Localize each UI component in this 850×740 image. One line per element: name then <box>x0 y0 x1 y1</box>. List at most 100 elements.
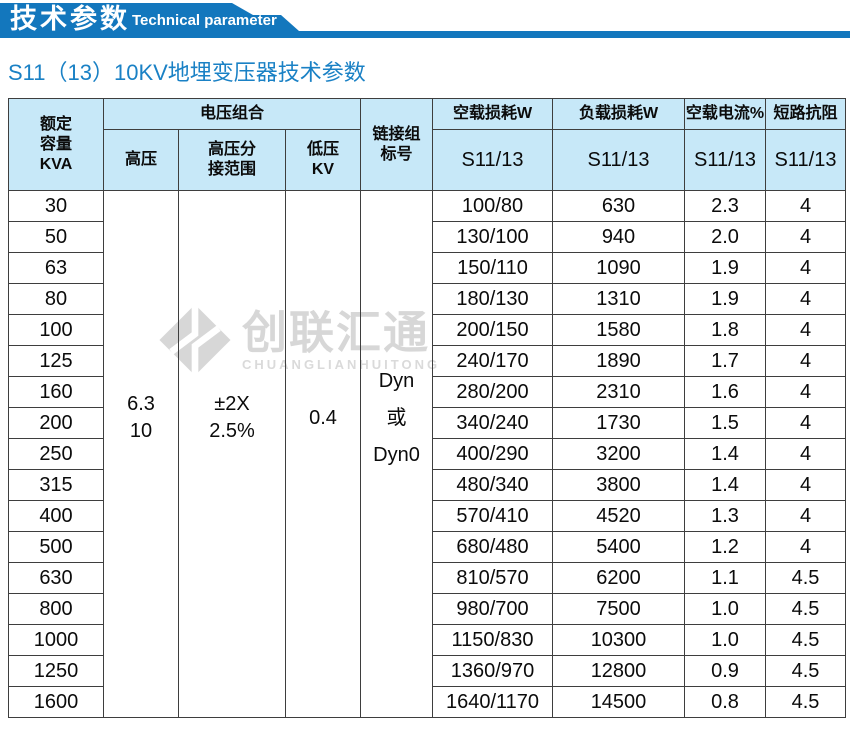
cell-load-loss: 1730 <box>552 407 685 439</box>
header-connection-group: 链接组 标号 <box>360 98 433 191</box>
cell-capacity: 800 <box>8 593 104 625</box>
cell-impedance: 4 <box>765 190 846 222</box>
header-series-no-load-loss: S11/13 <box>432 129 553 191</box>
cell-capacity: 630 <box>8 562 104 594</box>
cell-capacity: 63 <box>8 252 104 284</box>
cell-impedance: 4.5 <box>765 562 846 594</box>
header-series-load-loss: S11/13 <box>552 129 685 191</box>
page-title: S11（13）10KV地埋变压器技术参数 <box>8 60 366 85</box>
table-row: 1600 1640/1170 14500 0.8 4.5 <box>8 686 846 718</box>
cell-capacity: 1250 <box>8 655 104 687</box>
cell-impedance: 4 <box>765 438 846 470</box>
cell-no-load-loss: 1150/830 <box>432 624 553 656</box>
cell-capacity: 500 <box>8 531 104 563</box>
cell-impedance: 4 <box>765 500 846 532</box>
cell-impedance: 4 <box>765 407 846 439</box>
table-row: 50 130/100 940 2.0 4 <box>8 221 846 253</box>
cell-no-load-loss: 130/100 <box>432 221 553 253</box>
cell-no-load-current: 1.2 <box>684 531 766 563</box>
cell-no-load-loss: 980/700 <box>432 593 553 625</box>
cell-no-load-current: 1.0 <box>684 593 766 625</box>
cell-no-load-current: 1.4 <box>684 438 766 470</box>
table-row: 100 200/150 1580 1.8 4 <box>8 314 846 346</box>
cell-no-load-current: 1.0 <box>684 624 766 656</box>
spec-table-container: 创联汇通 CHUANGLIANHUITONG 额定 容量 KVA 电压组合 链接… <box>8 98 846 718</box>
table-body: 30 6.3 10 ±2X 2.5% 0.4 Dyn 或 Dyn0 100/80 630 2.… <box>8 190 846 718</box>
cell-no-load-current: 1.4 <box>684 469 766 501</box>
cell-load-loss: 12800 <box>552 655 685 687</box>
cell-load-loss: 630 <box>552 190 685 222</box>
banner-title-zh: 技术参数 <box>10 4 130 34</box>
table-row: 125 240/170 1890 1.7 4 <box>8 345 846 377</box>
cell-impedance: 4.5 <box>765 655 846 687</box>
cell-no-load-current: 2.0 <box>684 221 766 253</box>
table-row: 630 810/570 6200 1.1 4.5 <box>8 562 846 594</box>
cell-impedance: 4.5 <box>765 686 846 718</box>
cell-load-loss: 6200 <box>552 562 685 594</box>
cell-no-load-loss: 280/200 <box>432 376 553 408</box>
cell-low-voltage: 0.4 <box>285 190 361 718</box>
cell-load-loss: 7500 <box>552 593 685 625</box>
table-row: 250 400/290 3200 1.4 4 <box>8 438 846 470</box>
cell-impedance: 4.5 <box>765 593 846 625</box>
cell-capacity: 1600 <box>8 686 104 718</box>
header-hv-tap-range: 高压分 接范围 <box>178 129 286 191</box>
cell-impedance: 4 <box>765 469 846 501</box>
cell-capacity: 400 <box>8 500 104 532</box>
table-row: 400 570/410 4520 1.3 4 <box>8 500 846 532</box>
cell-load-loss: 1580 <box>552 314 685 346</box>
header-capacity: 额定 容量 KVA <box>8 98 104 191</box>
cell-no-load-loss: 810/570 <box>432 562 553 594</box>
cell-impedance: 4 <box>765 345 846 377</box>
table-row: 200 340/240 1730 1.5 4 <box>8 407 846 439</box>
cell-no-load-loss: 400/290 <box>432 438 553 470</box>
cell-capacity: 315 <box>8 469 104 501</box>
cell-load-loss: 14500 <box>552 686 685 718</box>
table-row: 80 180/130 1310 1.9 4 <box>8 283 846 315</box>
cell-high-voltage: 6.3 10 <box>103 190 179 718</box>
header-voltage-combo: 电压组合 <box>103 98 361 130</box>
cell-no-load-loss: 480/340 <box>432 469 553 501</box>
cell-no-load-loss: 180/130 <box>432 283 553 315</box>
cell-no-load-loss: 150/110 <box>432 252 553 284</box>
cell-no-load-current: 1.7 <box>684 345 766 377</box>
cell-load-loss: 1890 <box>552 345 685 377</box>
cell-impedance: 4.5 <box>765 624 846 656</box>
page-banner: 技术参数 Technical parameter <box>0 0 850 38</box>
cell-capacity: 1000 <box>8 624 104 656</box>
cell-no-load-loss: 200/150 <box>432 314 553 346</box>
cell-load-loss: 10300 <box>552 624 685 656</box>
cell-impedance: 4 <box>765 252 846 284</box>
cell-load-loss: 3800 <box>552 469 685 501</box>
cell-no-load-current: 1.5 <box>684 407 766 439</box>
header-high-voltage: 高压 <box>103 129 179 191</box>
header-short-circuit-impedance: 短路抗阻 <box>765 98 846 130</box>
cell-connection-group: Dyn 或 Dyn0 <box>360 190 433 718</box>
cell-no-load-current: 1.6 <box>684 376 766 408</box>
cell-load-loss: 4520 <box>552 500 685 532</box>
cell-no-load-loss: 1360/970 <box>432 655 553 687</box>
cell-load-loss: 1090 <box>552 252 685 284</box>
cell-no-load-loss: 240/170 <box>432 345 553 377</box>
cell-impedance: 4 <box>765 376 846 408</box>
cell-hv-tap-range: ±2X 2.5% <box>178 190 286 718</box>
cell-impedance: 4 <box>765 283 846 315</box>
cell-load-loss: 940 <box>552 221 685 253</box>
cell-load-loss: 5400 <box>552 531 685 563</box>
header-low-voltage: 低压 KV <box>285 129 361 191</box>
cell-load-loss: 3200 <box>552 438 685 470</box>
table-row: 1000 1150/830 10300 1.0 4.5 <box>8 624 846 656</box>
table-row: 315 480/340 3800 1.4 4 <box>8 469 846 501</box>
banner-title-en: Technical parameter <box>132 12 277 29</box>
cell-capacity: 250 <box>8 438 104 470</box>
cell-no-load-loss: 100/80 <box>432 190 553 222</box>
cell-capacity: 100 <box>8 314 104 346</box>
cell-capacity: 30 <box>8 190 104 222</box>
table-header: 额定 容量 KVA 电压组合 链接组 标号 空载损耗W 负载损耗W 空载电流% … <box>8 98 846 191</box>
cell-capacity: 160 <box>8 376 104 408</box>
header-no-load-current: 空载电流% <box>684 98 766 130</box>
spec-table: 额定 容量 KVA 电压组合 链接组 标号 空载损耗W 负载损耗W 空载电流% … <box>8 98 846 718</box>
cell-impedance: 4 <box>765 314 846 346</box>
cell-no-load-current: 1.9 <box>684 252 766 284</box>
cell-no-load-current: 1.8 <box>684 314 766 346</box>
